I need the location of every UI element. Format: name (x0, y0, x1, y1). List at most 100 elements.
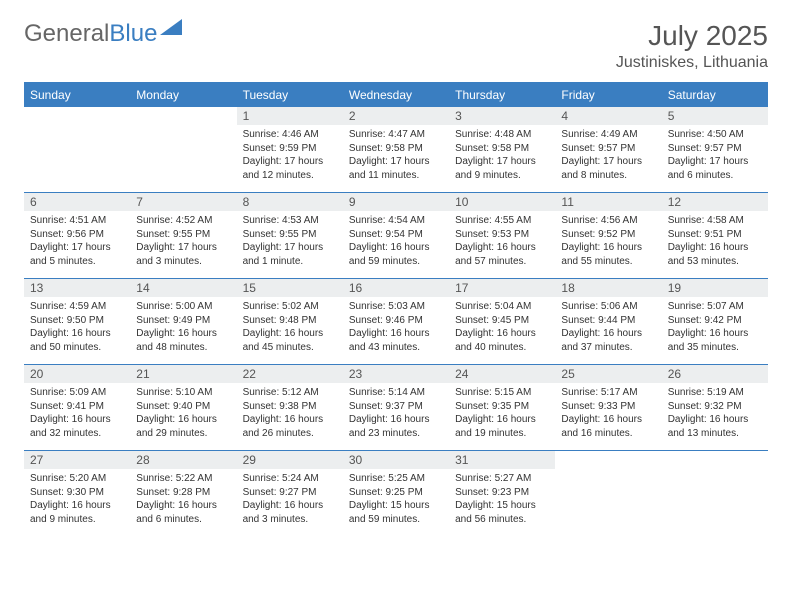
day-number: 12 (662, 193, 768, 211)
day-details: Sunrise: 5:17 AMSunset: 9:33 PMDaylight:… (555, 383, 661, 446)
day-number: 30 (343, 451, 449, 469)
day-details: Sunrise: 5:25 AMSunset: 9:25 PMDaylight:… (343, 469, 449, 532)
calendar-day-cell: 30Sunrise: 5:25 AMSunset: 9:25 PMDayligh… (343, 451, 449, 537)
calendar-day-cell (24, 107, 130, 193)
weekday-header: Monday (130, 83, 236, 107)
calendar-day-cell: 7Sunrise: 4:52 AMSunset: 9:55 PMDaylight… (130, 193, 236, 279)
day-details: Sunrise: 5:14 AMSunset: 9:37 PMDaylight:… (343, 383, 449, 446)
calendar-week-row: 20Sunrise: 5:09 AMSunset: 9:41 PMDayligh… (24, 365, 768, 451)
weekday-header: Sunday (24, 83, 130, 107)
calendar-day-cell: 24Sunrise: 5:15 AMSunset: 9:35 PMDayligh… (449, 365, 555, 451)
calendar-day-cell: 18Sunrise: 5:06 AMSunset: 9:44 PMDayligh… (555, 279, 661, 365)
day-details: Sunrise: 5:10 AMSunset: 9:40 PMDaylight:… (130, 383, 236, 446)
day-details: Sunrise: 4:56 AMSunset: 9:52 PMDaylight:… (555, 211, 661, 274)
calendar-day-cell: 9Sunrise: 4:54 AMSunset: 9:54 PMDaylight… (343, 193, 449, 279)
day-details: Sunrise: 5:03 AMSunset: 9:46 PMDaylight:… (343, 297, 449, 360)
day-details: Sunrise: 5:02 AMSunset: 9:48 PMDaylight:… (237, 297, 343, 360)
day-number: 20 (24, 365, 130, 383)
day-number: 21 (130, 365, 236, 383)
day-number: 6 (24, 193, 130, 211)
day-number: 15 (237, 279, 343, 297)
day-details: Sunrise: 5:09 AMSunset: 9:41 PMDaylight:… (24, 383, 130, 446)
day-number: 19 (662, 279, 768, 297)
calendar-day-cell: 25Sunrise: 5:17 AMSunset: 9:33 PMDayligh… (555, 365, 661, 451)
day-details: Sunrise: 5:19 AMSunset: 9:32 PMDaylight:… (662, 383, 768, 446)
day-details: Sunrise: 4:49 AMSunset: 9:57 PMDaylight:… (555, 125, 661, 188)
calendar-day-cell: 14Sunrise: 5:00 AMSunset: 9:49 PMDayligh… (130, 279, 236, 365)
day-number: 31 (449, 451, 555, 469)
calendar-day-cell: 22Sunrise: 5:12 AMSunset: 9:38 PMDayligh… (237, 365, 343, 451)
weekday-header: Wednesday (343, 83, 449, 107)
calendar-day-cell: 29Sunrise: 5:24 AMSunset: 9:27 PMDayligh… (237, 451, 343, 537)
day-details: Sunrise: 4:58 AMSunset: 9:51 PMDaylight:… (662, 211, 768, 274)
calendar-day-cell: 16Sunrise: 5:03 AMSunset: 9:46 PMDayligh… (343, 279, 449, 365)
header: GeneralBlue July 2025 Justiniskes, Lithu… (24, 20, 768, 72)
calendar-day-cell: 2Sunrise: 4:47 AMSunset: 9:58 PMDaylight… (343, 107, 449, 193)
calendar-day-cell: 6Sunrise: 4:51 AMSunset: 9:56 PMDaylight… (24, 193, 130, 279)
calendar-day-cell: 10Sunrise: 4:55 AMSunset: 9:53 PMDayligh… (449, 193, 555, 279)
weekday-header: Saturday (662, 83, 768, 107)
day-number: 22 (237, 365, 343, 383)
calendar-day-cell: 19Sunrise: 5:07 AMSunset: 9:42 PMDayligh… (662, 279, 768, 365)
weekday-header: Friday (555, 83, 661, 107)
day-details: Sunrise: 4:54 AMSunset: 9:54 PMDaylight:… (343, 211, 449, 274)
day-details: Sunrise: 5:15 AMSunset: 9:35 PMDaylight:… (449, 383, 555, 446)
day-number: 1 (237, 107, 343, 125)
day-number: 25 (555, 365, 661, 383)
day-details: Sunrise: 4:51 AMSunset: 9:56 PMDaylight:… (24, 211, 130, 274)
day-details: Sunrise: 5:06 AMSunset: 9:44 PMDaylight:… (555, 297, 661, 360)
calendar-day-cell: 27Sunrise: 5:20 AMSunset: 9:30 PMDayligh… (24, 451, 130, 537)
day-number: 10 (449, 193, 555, 211)
day-number: 14 (130, 279, 236, 297)
day-details: Sunrise: 5:22 AMSunset: 9:28 PMDaylight:… (130, 469, 236, 532)
brand-part2: Blue (109, 20, 157, 48)
logo-triangle-icon (160, 14, 182, 42)
day-number: 9 (343, 193, 449, 211)
calendar-day-cell: 1Sunrise: 4:46 AMSunset: 9:59 PMDaylight… (237, 107, 343, 193)
day-number: 18 (555, 279, 661, 297)
calendar-day-cell: 4Sunrise: 4:49 AMSunset: 9:57 PMDaylight… (555, 107, 661, 193)
day-details: Sunrise: 4:47 AMSunset: 9:58 PMDaylight:… (343, 125, 449, 188)
calendar-day-cell: 8Sunrise: 4:53 AMSunset: 9:55 PMDaylight… (237, 193, 343, 279)
day-number: 23 (343, 365, 449, 383)
day-number: 24 (449, 365, 555, 383)
brand-logo: GeneralBlue (24, 20, 182, 48)
day-number: 26 (662, 365, 768, 383)
day-details: Sunrise: 5:04 AMSunset: 9:45 PMDaylight:… (449, 297, 555, 360)
calendar-week-row: 27Sunrise: 5:20 AMSunset: 9:30 PMDayligh… (24, 451, 768, 537)
day-details: Sunrise: 4:50 AMSunset: 9:57 PMDaylight:… (662, 125, 768, 188)
calendar-day-cell: 21Sunrise: 5:10 AMSunset: 9:40 PMDayligh… (130, 365, 236, 451)
calendar-week-row: 1Sunrise: 4:46 AMSunset: 9:59 PMDaylight… (24, 107, 768, 193)
calendar-body: 1Sunrise: 4:46 AMSunset: 9:59 PMDaylight… (24, 107, 768, 537)
day-number: 16 (343, 279, 449, 297)
calendar-day-cell: 28Sunrise: 5:22 AMSunset: 9:28 PMDayligh… (130, 451, 236, 537)
day-number: 2 (343, 107, 449, 125)
calendar-day-cell: 23Sunrise: 5:14 AMSunset: 9:37 PMDayligh… (343, 365, 449, 451)
day-number: 28 (130, 451, 236, 469)
brand-part1: General (24, 20, 109, 48)
calendar-day-cell (662, 451, 768, 537)
calendar-day-cell: 3Sunrise: 4:48 AMSunset: 9:58 PMDaylight… (449, 107, 555, 193)
day-details: Sunrise: 4:52 AMSunset: 9:55 PMDaylight:… (130, 211, 236, 274)
day-details: Sunrise: 5:20 AMSunset: 9:30 PMDaylight:… (24, 469, 130, 532)
calendar-day-cell: 31Sunrise: 5:27 AMSunset: 9:23 PMDayligh… (449, 451, 555, 537)
weekday-header: Tuesday (237, 83, 343, 107)
calendar-day-cell: 17Sunrise: 5:04 AMSunset: 9:45 PMDayligh… (449, 279, 555, 365)
day-details: Sunrise: 4:59 AMSunset: 9:50 PMDaylight:… (24, 297, 130, 360)
day-number: 17 (449, 279, 555, 297)
day-number: 13 (24, 279, 130, 297)
calendar-day-cell: 13Sunrise: 4:59 AMSunset: 9:50 PMDayligh… (24, 279, 130, 365)
day-details: Sunrise: 5:00 AMSunset: 9:49 PMDaylight:… (130, 297, 236, 360)
calendar-day-cell: 20Sunrise: 5:09 AMSunset: 9:41 PMDayligh… (24, 365, 130, 451)
day-number: 11 (555, 193, 661, 211)
calendar-week-row: 6Sunrise: 4:51 AMSunset: 9:56 PMDaylight… (24, 193, 768, 279)
calendar-day-cell (555, 451, 661, 537)
day-number: 7 (130, 193, 236, 211)
day-details: Sunrise: 5:12 AMSunset: 9:38 PMDaylight:… (237, 383, 343, 446)
calendar-day-cell: 15Sunrise: 5:02 AMSunset: 9:48 PMDayligh… (237, 279, 343, 365)
calendar-table: Sunday Monday Tuesday Wednesday Thursday… (24, 82, 768, 537)
day-details: Sunrise: 5:24 AMSunset: 9:27 PMDaylight:… (237, 469, 343, 532)
weekday-header-row: Sunday Monday Tuesday Wednesday Thursday… (24, 83, 768, 107)
calendar-day-cell: 26Sunrise: 5:19 AMSunset: 9:32 PMDayligh… (662, 365, 768, 451)
day-details: Sunrise: 4:53 AMSunset: 9:55 PMDaylight:… (237, 211, 343, 274)
